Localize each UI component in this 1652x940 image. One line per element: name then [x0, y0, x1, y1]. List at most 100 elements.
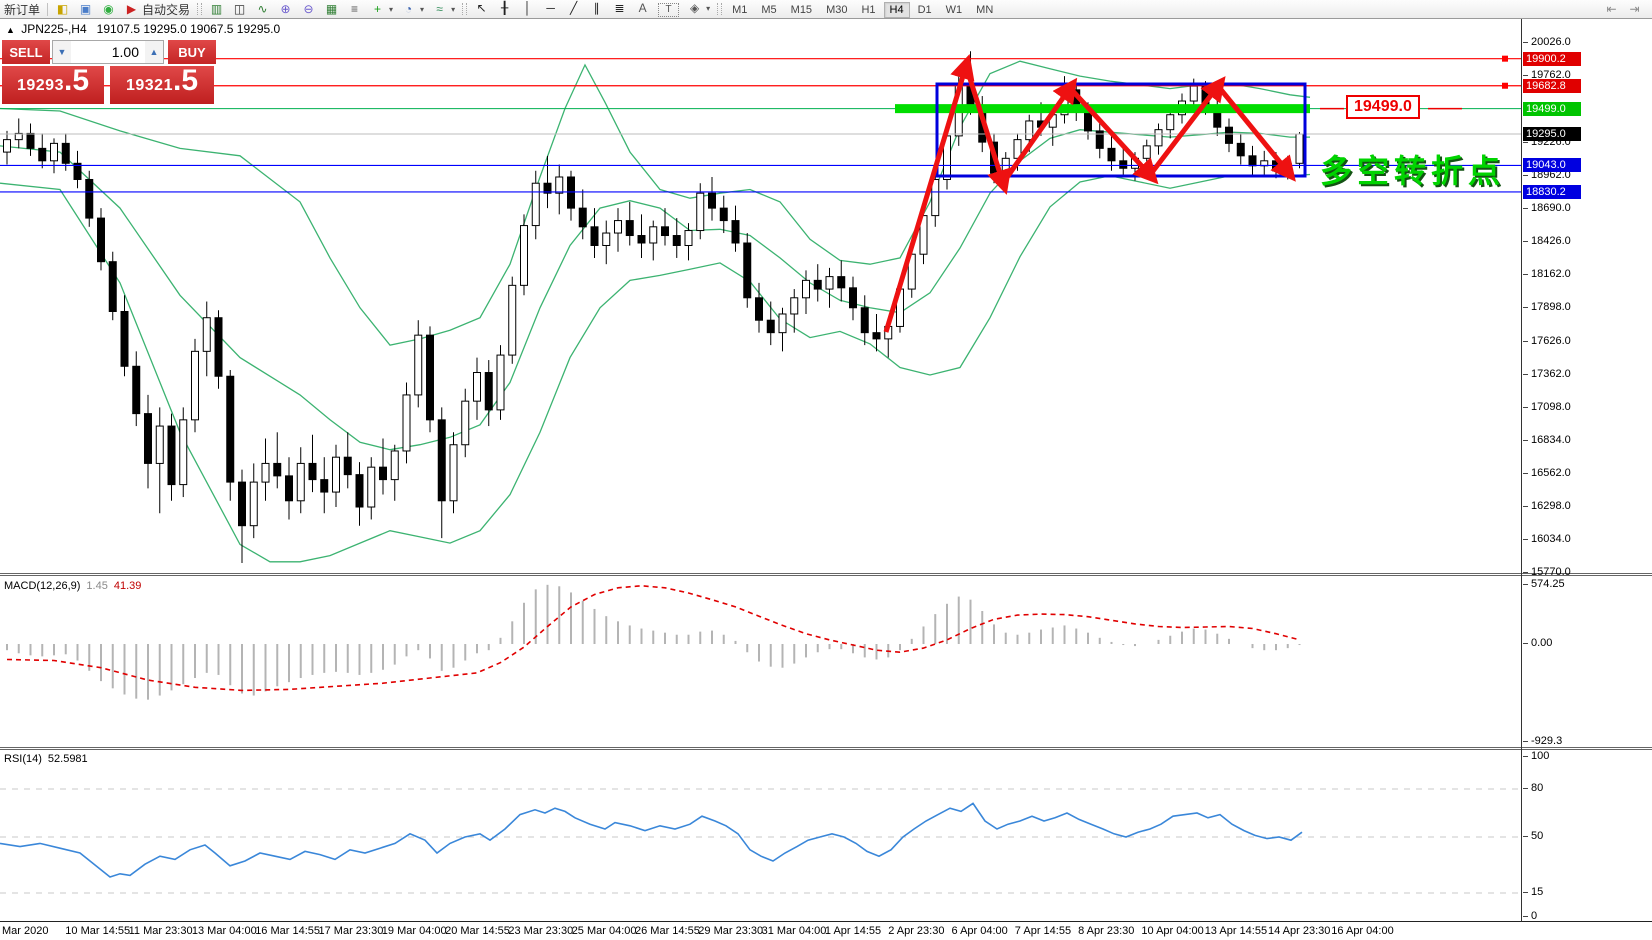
sell-button[interactable]: SELL	[2, 40, 50, 64]
candle-body	[520, 225, 528, 286]
candle-chart-button[interactable]: ◫	[228, 1, 251, 17]
vline-button[interactable]: │	[516, 0, 539, 16]
time-label: 10 Apr 04:00	[1141, 925, 1204, 937]
candle-body	[1084, 110, 1092, 132]
buy-price[interactable]: 19321 .5	[110, 66, 214, 104]
vline-icon: │	[523, 1, 532, 15]
signal-button[interactable]: ◉	[97, 1, 120, 17]
candle-body	[849, 287, 857, 309]
tile-windows-button[interactable]: ▦	[320, 1, 343, 17]
channel-icon: ∥	[593, 1, 600, 15]
auto-trading-label: 自动交易	[142, 2, 191, 17]
toolbar-separator	[47, 2, 49, 16]
indicators-button[interactable]: ≡	[343, 1, 366, 17]
candle-body	[202, 317, 211, 352]
text-button[interactable]: A	[631, 0, 654, 16]
candle-body	[414, 334, 423, 396]
price-tick: 17098.0	[1523, 400, 1571, 413]
candle-body	[555, 176, 564, 194]
candle-body	[790, 297, 799, 315]
ohlc-values: 19107.5 19295.0 19067.5 19295.0	[96, 22, 281, 36]
price-tick: 17898.0	[1523, 301, 1571, 313]
text-icon: A	[638, 1, 647, 15]
tf-button-m15[interactable]: M15	[790, 4, 813, 16]
candle-chart-icon: ◫	[233, 2, 246, 16]
symbol-period-label: JPN225-,H4	[21, 22, 87, 36]
tf-button-mn[interactable]: MN	[976, 4, 994, 16]
tf-button-h4[interactable]: H4	[883, 2, 910, 18]
trendline-button[interactable]: ╱	[562, 0, 585, 16]
terminal-button[interactable]: ▣	[74, 1, 97, 17]
label-button[interactable]: T	[654, 2, 683, 18]
cursor-button[interactable]: ↖	[470, 0, 493, 16]
price-badge: 19900.2	[1523, 51, 1581, 66]
bucket-button[interactable]: ◧	[51, 1, 74, 17]
candle-body	[367, 466, 376, 508]
periods-button[interactable]: ◔ ▾	[397, 1, 428, 17]
volume-increase-button[interactable]: ▲	[145, 41, 163, 63]
candle-body	[261, 462, 270, 483]
candle-body	[355, 474, 364, 508]
dropdown-caret-icon[interactable]: ▾	[420, 4, 425, 14]
volume-decrease-button[interactable]: ▼	[53, 41, 71, 63]
dropdown-caret-icon[interactable]: ▾	[389, 4, 394, 14]
line-chart-button[interactable]: ∿	[251, 1, 274, 17]
rsi-label: RSI(14) 52.5981	[4, 753, 88, 765]
price-level-callout[interactable]: 19499.0	[1346, 95, 1420, 119]
candle-body	[379, 466, 387, 481]
candle-body	[1166, 114, 1175, 131]
add-indicator-button[interactable]: + ▾	[366, 1, 397, 17]
one-click-trading-panel: SELL ▼ 1.00 ▲ BUY 19293 .5 19321 .5	[2, 40, 216, 104]
candle-body	[449, 444, 458, 502]
tf-button-h1[interactable]: H1	[861, 4, 876, 16]
candle-body	[708, 192, 716, 209]
tf-button-m5[interactable]: M5	[761, 4, 777, 16]
candle-body	[238, 481, 246, 527]
candle-body	[614, 220, 622, 234]
time-label: 20 Mar 14:55	[445, 925, 510, 937]
time-label: 16 Mar 14:55	[255, 925, 321, 937]
collapse-icon[interactable]: ▲	[6, 25, 15, 35]
auto-scroll-button[interactable]: ⇤	[1600, 1, 1623, 17]
cn-annotation-text[interactable]: 多空转折点	[1320, 153, 1506, 189]
dropdown-caret-icon[interactable]: ▾	[451, 4, 456, 14]
zoom-out-button[interactable]: ⊖	[297, 1, 320, 17]
trend-arrow	[1068, 86, 1159, 185]
hline-button[interactable]: ─	[539, 0, 562, 16]
candle-body	[214, 317, 223, 377]
candle-body	[590, 226, 599, 246]
time-label: 16 Apr 04:00	[1331, 925, 1394, 937]
consolidation-rectangle	[935, 82, 1307, 178]
sell-price[interactable]: 19293 .5	[2, 66, 104, 104]
buy-button[interactable]: BUY	[168, 40, 216, 64]
time-label: 31 Mar 04:00	[761, 925, 827, 937]
channel-button[interactable]: ∥	[585, 0, 608, 16]
chart-shift-button[interactable]: ⇥	[1623, 1, 1646, 17]
tf-button-m30[interactable]: M30	[826, 4, 848, 16]
tf-button-d1[interactable]: D1	[917, 4, 932, 16]
tf-button-m1[interactable]: M1	[732, 4, 748, 16]
candle-body	[649, 226, 658, 244]
shapes-button[interactable]: ◈ ▾	[683, 0, 714, 16]
new-order-button[interactable]: 新订单	[0, 1, 44, 17]
tf-button-w1[interactable]: W1	[945, 4, 963, 16]
bar-chart-button[interactable]: ▥	[205, 1, 228, 17]
auto-trading-icon: ▶	[126, 2, 137, 16]
candle-body	[637, 235, 646, 244]
templates-button[interactable]: ≈ ▾	[428, 1, 459, 17]
bollinger-lower-band	[0, 173, 1311, 563]
candle-body	[661, 226, 669, 237]
candle-body	[602, 232, 611, 246]
fibo-button[interactable]: ≣	[608, 0, 631, 16]
candle-body	[1236, 142, 1245, 157]
volume-input[interactable]: 1.00	[111, 44, 139, 60]
auto-trading-button[interactable]: ▶ 自动交易	[120, 1, 194, 17]
crosshair-button[interactable]: ╂	[493, 0, 516, 16]
candle-body	[731, 220, 740, 244]
zoom-in-button[interactable]: ⊕	[274, 1, 297, 17]
candle-body	[531, 182, 540, 227]
candle-body	[179, 419, 188, 486]
dropdown-caret-icon[interactable]: ▾	[706, 3, 711, 13]
